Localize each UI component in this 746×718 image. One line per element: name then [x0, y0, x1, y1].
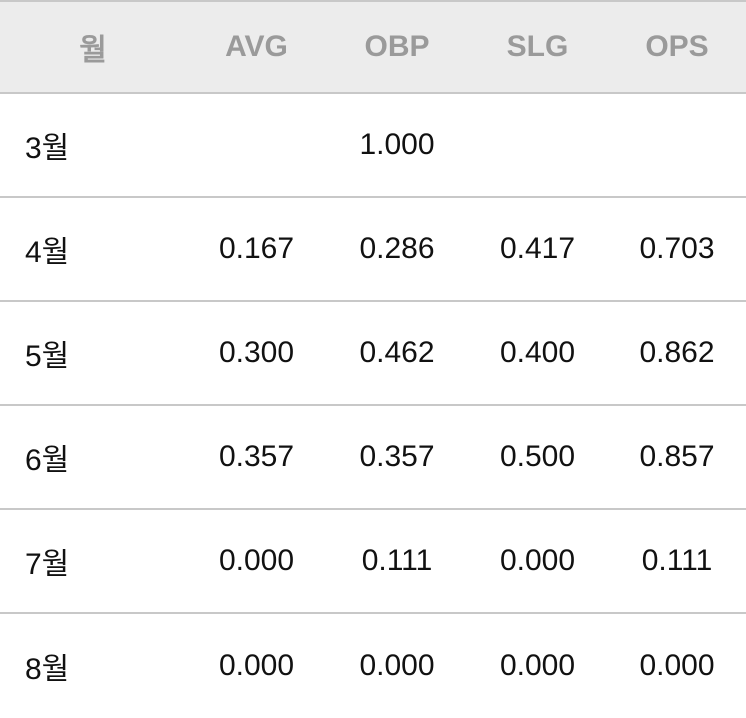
header-row: 월 AVG OBP SLG OPS: [0, 0, 746, 94]
stat-cell: 0.417: [499, 232, 576, 265]
table-row: 4월 0.167 0.286 0.417 0.703: [0, 198, 746, 302]
stat-cell: 0.500: [499, 440, 576, 473]
stat-cell: 0.703: [639, 232, 715, 265]
stat-cell: 0.462: [359, 336, 435, 369]
month-cell: 4월: [25, 236, 70, 269]
stat-cell: 0.300: [218, 336, 295, 369]
stat-cell: 0.857: [639, 440, 715, 473]
stat-cell: 0.400: [499, 336, 576, 369]
stat-cell: 1.000: [359, 128, 435, 161]
header-cell: AVG: [225, 30, 288, 63]
header-cell: SLG: [506, 30, 569, 63]
stat-cell: 0.167: [218, 232, 295, 265]
header-cell: 월: [79, 34, 107, 67]
stat-cell: 0.000: [499, 544, 576, 577]
table-row: 5월 0.300 0.462 0.400 0.862: [0, 302, 746, 406]
stat-cell: 0.111: [641, 544, 713, 577]
month-cell: 5월: [25, 340, 70, 373]
month-cell: 3월: [25, 132, 70, 165]
stat-cell: 0.862: [639, 336, 715, 369]
stat-cell: 0.111: [361, 544, 433, 577]
month-cell: 7월: [25, 548, 70, 581]
table-row: 8월 0.000 0.000 0.000 0.000: [0, 614, 746, 718]
stat-cell: 0.000: [359, 649, 435, 682]
month-cell: 8월: [25, 653, 70, 686]
table-row: 6월 0.357 0.357 0.500 0.857: [0, 406, 746, 510]
month-cell: 6월: [25, 444, 70, 477]
table-row: 3월 1.000: [0, 94, 746, 198]
stat-cell: 0.357: [218, 440, 295, 473]
table-row: 7월 0.000 0.111 0.000 0.111: [0, 510, 746, 614]
stat-cell: 0.000: [639, 649, 715, 682]
stat-cell: 0.357: [359, 440, 435, 473]
stat-cell: 0.000: [218, 649, 295, 682]
stat-cell: 0.286: [359, 232, 435, 265]
header-cell: OPS: [645, 30, 709, 63]
stat-cell: 0.000: [218, 544, 295, 577]
header-cell: OBP: [364, 30, 430, 63]
stat-cell: 0.000: [499, 649, 576, 682]
